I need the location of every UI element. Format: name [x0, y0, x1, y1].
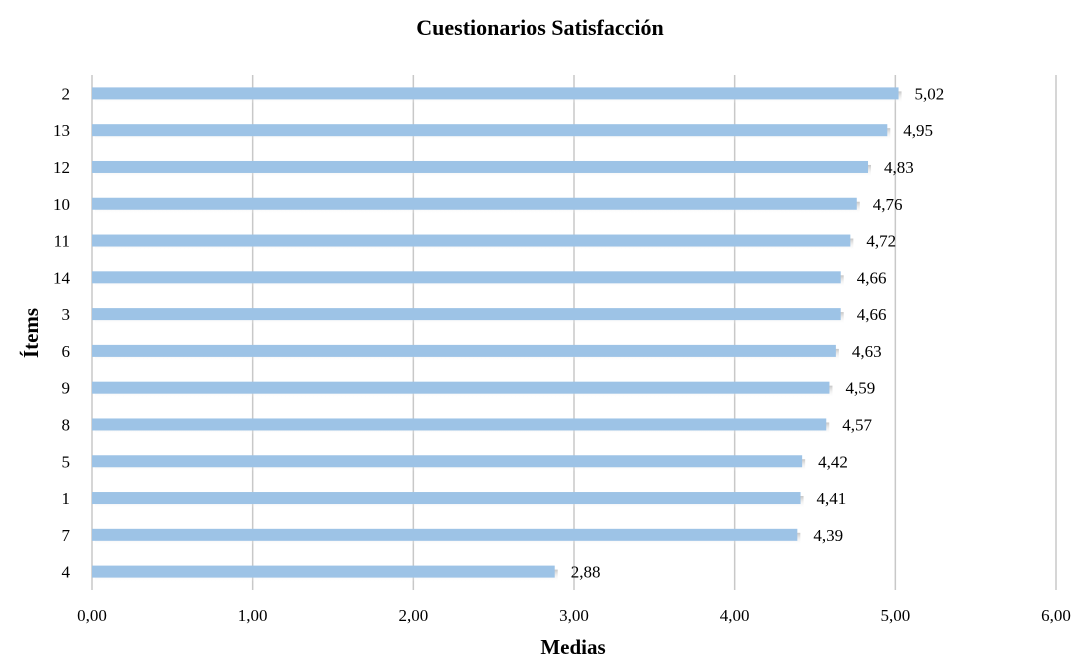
data-label: 4,42 — [818, 452, 848, 471]
data-label: 4,57 — [842, 415, 872, 434]
y-tick-label: 11 — [54, 232, 70, 251]
x-tick-label: 2,00 — [398, 606, 428, 625]
x-tick-label: 0,00 — [77, 606, 107, 625]
x-tick-labels: 0,00 1,00 2,00 3,00 4,00 5,00 6,00 — [77, 606, 1071, 625]
y-tick-label: 7 — [62, 526, 71, 545]
bar — [92, 308, 841, 321]
bar — [92, 528, 798, 541]
data-label: 4,59 — [845, 379, 875, 398]
data-label: 4,95 — [903, 121, 933, 140]
x-tick-label: 5,00 — [880, 606, 910, 625]
y-tick-labels: 2 13 12 10 11 14 3 6 9 8 5 1 7 4 — [53, 84, 71, 581]
bar — [92, 160, 869, 173]
bar — [92, 234, 851, 247]
data-label: 5,02 — [915, 84, 945, 103]
chart-title: Cuestionarios Satisfacción — [416, 15, 664, 40]
y-tick-label: 9 — [62, 379, 71, 398]
bar — [92, 381, 830, 394]
x-tick-label: 4,00 — [720, 606, 750, 625]
x-tick-label: 6,00 — [1041, 606, 1071, 625]
y-tick-label: 1 — [62, 489, 71, 508]
data-label: 4,39 — [813, 526, 843, 545]
bar — [92, 492, 801, 505]
y-tick-label: 4 — [62, 563, 71, 582]
y-tick-label: 10 — [53, 195, 70, 214]
data-label: 4,83 — [884, 158, 914, 177]
x-tick-label: 1,00 — [238, 606, 268, 625]
bar — [92, 124, 888, 137]
data-labels: 5,02 4,95 4,83 4,76 4,72 4,66 4,66 4,63 4,59 4,57… — [571, 84, 945, 581]
bar — [92, 418, 827, 431]
y-tick-label: 5 — [62, 452, 71, 471]
y-tick-label: 6 — [62, 342, 71, 361]
bar — [92, 565, 555, 578]
data-label: 4,66 — [857, 268, 887, 287]
y-tick-label: 14 — [53, 268, 71, 287]
bar — [92, 271, 841, 284]
bar — [92, 344, 836, 357]
gridlines — [91, 75, 1057, 590]
x-tick-label: 3,00 — [559, 606, 589, 625]
data-label: 4,66 — [857, 305, 887, 324]
data-label: 4,76 — [873, 195, 903, 214]
y-tick-label: 2 — [62, 84, 71, 103]
data-label: 4,72 — [866, 232, 896, 251]
y-tick-label: 13 — [53, 121, 70, 140]
y-tick-label: 3 — [62, 305, 71, 324]
bars — [92, 87, 902, 582]
data-label: 2,88 — [571, 563, 601, 582]
bar — [92, 455, 803, 468]
y-axis-title: Ítems — [19, 308, 43, 358]
bar — [92, 87, 899, 100]
y-tick-label: 8 — [62, 415, 71, 434]
x-axis-title: Medias — [540, 635, 605, 659]
y-tick-label: 12 — [53, 158, 70, 177]
data-label: 4,41 — [817, 489, 847, 508]
bar — [92, 197, 857, 210]
data-label: 4,63 — [852, 342, 882, 361]
